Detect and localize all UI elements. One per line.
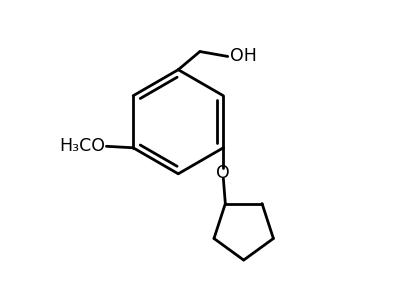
Text: O: O — [216, 164, 230, 182]
Text: H₃CO: H₃CO — [59, 137, 105, 155]
Text: OH: OH — [230, 48, 257, 65]
